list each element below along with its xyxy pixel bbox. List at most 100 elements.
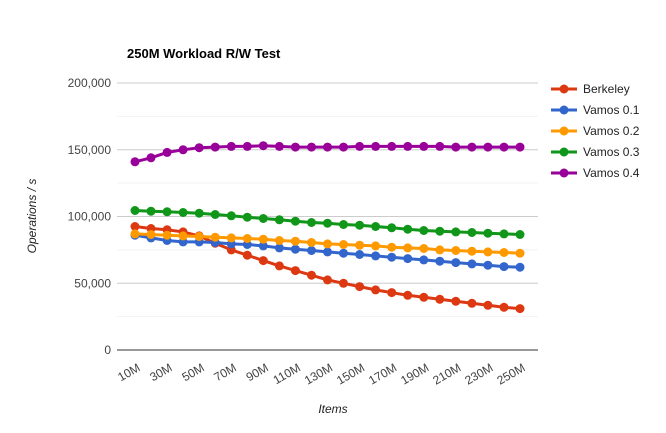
data-point [435, 294, 445, 304]
data-point [483, 300, 493, 310]
data-point [226, 233, 236, 243]
data-point [210, 210, 220, 219]
y-tick-label: 0 [104, 343, 111, 357]
data-point [451, 296, 461, 306]
data-point [515, 142, 525, 152]
data-point [178, 145, 188, 155]
data-point [146, 206, 156, 216]
data-point [258, 241, 268, 251]
data-point [307, 246, 316, 255]
data-point [307, 218, 316, 227]
data-point [483, 142, 493, 152]
y-tick-label: 50,000 [74, 276, 111, 290]
data-point [258, 214, 268, 223]
legend-label: Vamos 0.3 [583, 145, 640, 159]
data-point [194, 143, 204, 153]
legend: Berkeley Vamos 0.1 Vamos 0.2 Vamos 0.3 Vamos… [551, 82, 640, 180]
data-point [371, 285, 381, 295]
data-point [451, 246, 461, 255]
y-tick-label: 100,000 [68, 210, 112, 224]
data-point [162, 147, 172, 157]
data-point [403, 290, 413, 300]
series-vamos-0-3 [130, 206, 525, 239]
data-point [435, 245, 445, 255]
data-point [130, 206, 140, 215]
data-point [371, 241, 381, 251]
data-point [467, 298, 477, 308]
data-point [210, 142, 220, 152]
data-point [242, 234, 252, 243]
data-point [226, 211, 236, 221]
data-point [242, 250, 252, 260]
data-point [339, 248, 348, 258]
legend-item: Berkeley [551, 82, 630, 96]
legend-item: Vamos 0.1 [551, 103, 640, 117]
data-point [210, 232, 220, 242]
data-point [451, 142, 461, 152]
data-point [499, 248, 509, 257]
data-point [290, 236, 300, 246]
data-point [467, 259, 477, 269]
data-point [499, 302, 509, 312]
data-point [258, 234, 268, 244]
x-tick-label: 130M [302, 360, 335, 387]
data-point [355, 240, 365, 250]
series-group [130, 141, 525, 314]
x-tick-label: 30M [147, 360, 174, 384]
legend-label: Vamos 0.1 [583, 103, 640, 117]
data-point [178, 231, 188, 241]
data-point [339, 220, 348, 229]
x-tick-label: 210M [430, 360, 463, 387]
data-point [435, 256, 445, 266]
data-point [451, 258, 461, 268]
data-point [419, 226, 429, 235]
data-point [499, 262, 509, 272]
data-point [258, 256, 268, 266]
data-point [515, 304, 525, 314]
data-point [339, 240, 348, 249]
data-point [226, 141, 236, 151]
data-point [307, 270, 316, 280]
data-point [339, 142, 348, 152]
data-point [242, 141, 252, 151]
data-point [499, 229, 509, 239]
series-vamos-0-2 [130, 229, 525, 258]
data-point [419, 244, 429, 253]
data-point [499, 142, 509, 152]
data-point [467, 142, 477, 152]
legend-swatch-marker [559, 84, 569, 94]
legend-label: Berkeley [583, 82, 630, 96]
x-axis-ticks: 10M 30M 50M 70M 90M 110M 130M 150M 170M 190M 210M 2… [115, 360, 527, 387]
x-tick-label: 150M [334, 360, 367, 387]
legend-label: Vamos 0.2 [583, 124, 640, 138]
legend-label: Vamos 0.4 [583, 166, 640, 180]
x-tick-label: 230M [462, 360, 495, 387]
x-tick-label: 110M [271, 360, 303, 387]
legend-swatch-marker [559, 126, 569, 136]
x-tick-label: 10M [115, 360, 142, 384]
data-point [403, 243, 413, 253]
data-point [371, 251, 381, 261]
data-point [483, 228, 493, 238]
data-point [355, 282, 365, 292]
series-vamos-0-4 [130, 141, 525, 167]
data-point [451, 227, 461, 237]
x-tick-label: 250M [494, 360, 527, 387]
data-point [130, 157, 140, 167]
data-point [274, 243, 284, 253]
data-point [371, 222, 381, 231]
x-tick-label: 70M [212, 360, 239, 384]
data-point [162, 230, 172, 240]
x-tick-label: 190M [398, 360, 431, 387]
data-point [419, 141, 429, 151]
data-point [274, 261, 284, 271]
data-point [467, 246, 477, 256]
data-point [146, 230, 156, 239]
y-tick-label: 200,000 [68, 76, 112, 90]
data-point [515, 248, 525, 258]
data-point [274, 215, 284, 225]
chart-title: 250M Workload R/W Test [127, 46, 281, 61]
y-axis-ticks: 0 50,000 100,000 150,000 200,000 [68, 76, 112, 357]
data-point [419, 292, 429, 302]
